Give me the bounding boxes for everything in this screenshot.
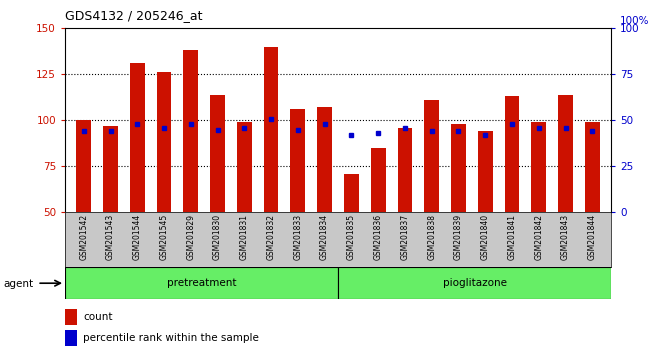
Text: GSM201829: GSM201829 <box>187 214 195 260</box>
Bar <box>478 131 493 212</box>
Text: GSM201835: GSM201835 <box>347 214 356 260</box>
Bar <box>103 126 118 212</box>
Text: GSM201839: GSM201839 <box>454 214 463 260</box>
Bar <box>398 128 412 212</box>
Bar <box>585 122 600 212</box>
Bar <box>532 122 546 212</box>
Text: GSM201544: GSM201544 <box>133 214 142 260</box>
Bar <box>317 108 332 212</box>
Text: GSM201838: GSM201838 <box>427 214 436 260</box>
Text: GSM201830: GSM201830 <box>213 214 222 260</box>
Bar <box>424 100 439 212</box>
Text: GSM201834: GSM201834 <box>320 214 329 260</box>
Text: GSM201831: GSM201831 <box>240 214 249 260</box>
Bar <box>65 309 77 325</box>
Bar <box>291 109 306 212</box>
Bar <box>157 73 172 212</box>
Text: pioglitazone: pioglitazone <box>443 278 506 288</box>
Bar <box>264 47 278 212</box>
Text: pretreatment: pretreatment <box>167 278 236 288</box>
Bar <box>237 122 252 212</box>
Text: GSM201842: GSM201842 <box>534 214 543 260</box>
Bar <box>183 50 198 212</box>
Text: GSM201837: GSM201837 <box>400 214 410 260</box>
Text: GSM201836: GSM201836 <box>374 214 383 260</box>
Text: 100%: 100% <box>619 16 649 25</box>
Text: GSM201844: GSM201844 <box>588 214 597 260</box>
Text: percentile rank within the sample: percentile rank within the sample <box>83 333 259 343</box>
Bar <box>504 96 519 212</box>
Text: count: count <box>83 312 112 322</box>
Text: GSM201543: GSM201543 <box>106 214 115 260</box>
Bar <box>451 124 466 212</box>
Bar <box>338 267 611 299</box>
Text: GSM201833: GSM201833 <box>293 214 302 260</box>
Text: GSM201545: GSM201545 <box>159 214 168 260</box>
Bar <box>65 267 338 299</box>
Bar <box>130 63 144 212</box>
Text: GSM201542: GSM201542 <box>79 214 88 260</box>
Bar <box>210 95 225 212</box>
Text: GSM201840: GSM201840 <box>481 214 489 260</box>
Bar <box>370 148 385 212</box>
Text: GSM201843: GSM201843 <box>561 214 570 260</box>
Bar <box>77 120 91 212</box>
Text: agent: agent <box>3 279 33 289</box>
Bar <box>344 174 359 212</box>
Bar <box>558 95 573 212</box>
Bar <box>65 330 77 346</box>
Text: GSM201832: GSM201832 <box>266 214 276 260</box>
Text: GDS4132 / 205246_at: GDS4132 / 205246_at <box>65 9 203 22</box>
Text: GSM201841: GSM201841 <box>508 214 517 260</box>
